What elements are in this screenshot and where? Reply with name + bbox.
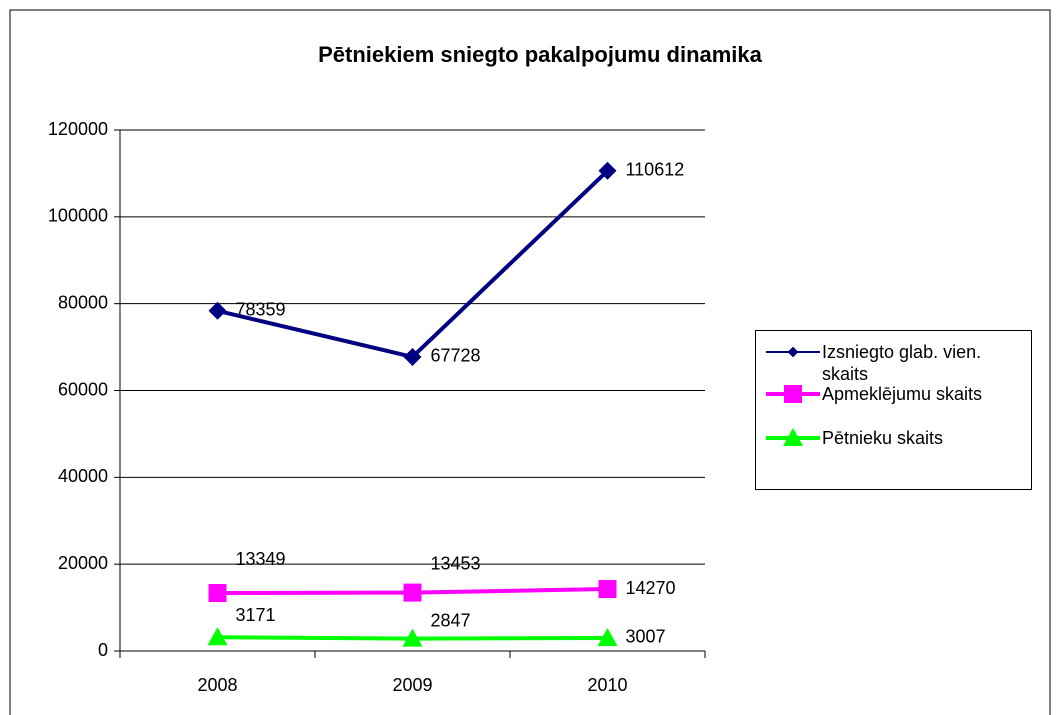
marker <box>597 627 618 646</box>
marker <box>207 627 228 646</box>
data-label: 78359 <box>236 300 286 320</box>
data-label: 14270 <box>626 578 676 598</box>
marker <box>598 161 617 180</box>
x-tick-label: 2009 <box>392 675 432 695</box>
y-tick-label: 0 <box>98 640 108 660</box>
marker <box>784 385 802 403</box>
legend-swatch <box>766 346 820 358</box>
y-tick-label: 100000 <box>48 206 108 226</box>
marker <box>402 628 423 647</box>
y-tick-label: 80000 <box>58 292 108 312</box>
marker <box>598 580 617 599</box>
legend: Izsniegto glab. vien. skaits Apmeklējumu … <box>755 330 1032 490</box>
legend-label: Izsniegto glab. vien. skaits <box>822 342 982 384</box>
marker <box>208 301 227 320</box>
y-tick-label: 40000 <box>58 466 108 486</box>
legend-swatch <box>766 385 820 403</box>
marker <box>787 346 799 358</box>
legend-swatch <box>766 428 820 446</box>
y-tick-label: 20000 <box>58 553 108 573</box>
data-label: 13453 <box>431 553 481 573</box>
x-tick-label: 2010 <box>587 675 627 695</box>
data-label: 3007 <box>626 627 666 647</box>
legend-item: Apmeklējumu skaits <box>756 383 1031 405</box>
x-tick-label: 2008 <box>197 675 237 695</box>
data-label: 2847 <box>431 610 471 630</box>
chart-title: Pētniekiem sniegto pakalpojumu dinamika <box>318 42 763 67</box>
marker <box>403 583 422 602</box>
legend-item: Izsniegto glab. vien. skaits <box>756 341 1031 385</box>
legend-label: Pētnieku skaits <box>822 428 944 448</box>
legend-item: Pētnieku skaits <box>756 427 1031 449</box>
data-label: 13349 <box>236 549 286 569</box>
marker <box>208 584 227 603</box>
data-label: 3171 <box>236 605 276 625</box>
marker <box>783 428 803 446</box>
y-tick-label: 60000 <box>58 379 108 399</box>
legend-label: Apmeklējumu skaits <box>822 384 983 404</box>
data-label: 110612 <box>626 160 685 180</box>
marker <box>403 347 422 366</box>
data-label: 67728 <box>431 346 481 366</box>
y-tick-label: 120000 <box>48 119 108 139</box>
chart-border <box>9 9 1051 715</box>
